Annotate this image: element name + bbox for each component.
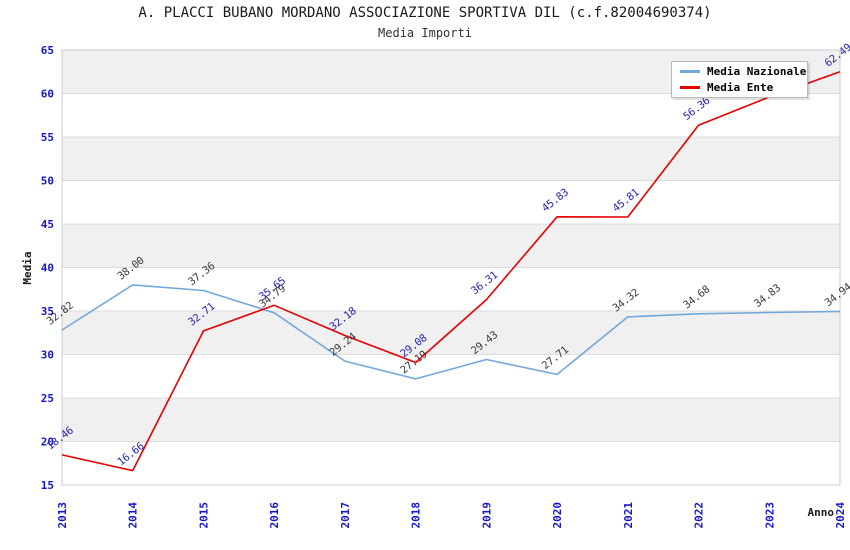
x-tick-label: 2016 (268, 502, 281, 529)
series-line-media-nazionale (61, 284, 841, 380)
plot-band (62, 441, 840, 485)
x-tick-label: 2024 (834, 502, 847, 529)
y-tick-label: 20 (41, 436, 54, 449)
y-tick-label: 15 (41, 479, 54, 492)
legend-label-nazionale: Media Nazionale (707, 65, 807, 79)
legend-label-ente: Media Ente (707, 80, 774, 94)
plot-band (62, 311, 840, 355)
y-tick-label: 45 (41, 218, 54, 231)
y-axis-title: Media (21, 251, 34, 284)
x-tick-label: 2017 (339, 502, 352, 529)
y-tick-label: 35 (41, 305, 54, 318)
legend: Media Nazionale Media Ente (671, 61, 808, 98)
x-tick-label: 2022 (693, 502, 706, 529)
y-tick-label: 30 (41, 349, 54, 362)
y-tick-label: 60 (41, 88, 54, 101)
chart-title: A. PLACCI BUBANO MORDANO ASSOCIAZIONE SP… (138, 5, 712, 21)
plot-band (62, 93, 840, 137)
legend-swatch-ente-icon (680, 85, 700, 89)
x-axis-title: Anno (808, 506, 835, 519)
plot-band (62, 398, 840, 442)
y-tick-label: 25 (41, 392, 54, 405)
x-tick-label: 2013 (56, 502, 69, 529)
x-tick-label: 2015 (197, 502, 210, 529)
x-tick-label: 2020 (551, 502, 564, 529)
x-tick-label: 2021 (622, 502, 635, 529)
series-line-media-ente (61, 71, 841, 472)
plot-band (62, 137, 840, 181)
chart-subtitle: Media Importi (378, 26, 472, 40)
legend-item-media-nazionale: Media Nazionale (680, 65, 807, 78)
plot-band (62, 224, 840, 268)
x-tick-label: 2018 (410, 502, 423, 529)
legend-swatch-nazionale-icon (680, 70, 700, 74)
x-tick-label: 2023 (763, 502, 776, 529)
y-tick-label: 40 (41, 262, 54, 275)
y-tick-label: 65 (41, 44, 54, 57)
plot-band (62, 180, 840, 224)
plot-band (62, 354, 840, 398)
plot-border (61, 49, 841, 486)
y-tick-label: 55 (41, 131, 54, 144)
x-tick-label: 2019 (480, 502, 493, 529)
x-tick-label: 2014 (127, 502, 140, 529)
legend-item-media-ente: Media Ente (680, 81, 807, 94)
y-tick-label: 50 (41, 175, 54, 188)
